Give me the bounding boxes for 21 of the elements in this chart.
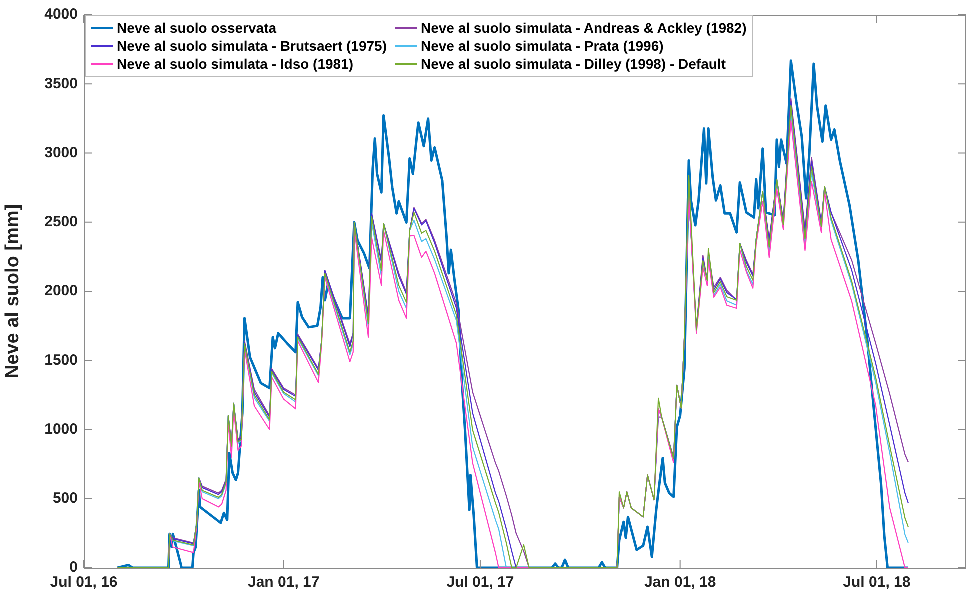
y-tick-label: 500 <box>52 490 78 508</box>
legend-label: Neve al suolo simulata - Andreas & Ackley (1982) <box>421 20 747 36</box>
y-tick-label: 4000 <box>44 6 78 24</box>
legend-label: Neve al suolo simulata - Dilley (1998) - Default <box>421 56 726 72</box>
y-tick-label: 3000 <box>44 144 78 162</box>
y-tick-label: 0 <box>70 559 78 576</box>
legend-label: Neve al suolo osservata <box>117 20 277 36</box>
x-tick-label: Jul 01, 18 <box>843 574 911 592</box>
legend-label: Neve al suolo simulata - Idso (1981) <box>117 56 354 72</box>
y-tick-label: 2500 <box>44 214 78 231</box>
x-tick-label: Jul 01, 16 <box>50 574 118 592</box>
x-tick-label: Jan 01, 18 <box>644 574 716 592</box>
y-tick-label: 1000 <box>44 420 78 438</box>
legend-label: Neve al suolo simulata - Prata (1996) <box>421 38 664 54</box>
y-axis-title: Neve al suolo [mm] <box>2 204 24 379</box>
y-tick-label: 2000 <box>44 282 78 300</box>
x-tick-label: Jul 01, 17 <box>446 574 514 592</box>
x-tick-label: Jan 01, 17 <box>248 574 320 592</box>
legend-label: Neve al suolo simulata - Brutsaert (1975) <box>117 38 387 54</box>
y-tick-label: 3500 <box>44 75 78 92</box>
y-tick-label: 1500 <box>44 352 78 369</box>
